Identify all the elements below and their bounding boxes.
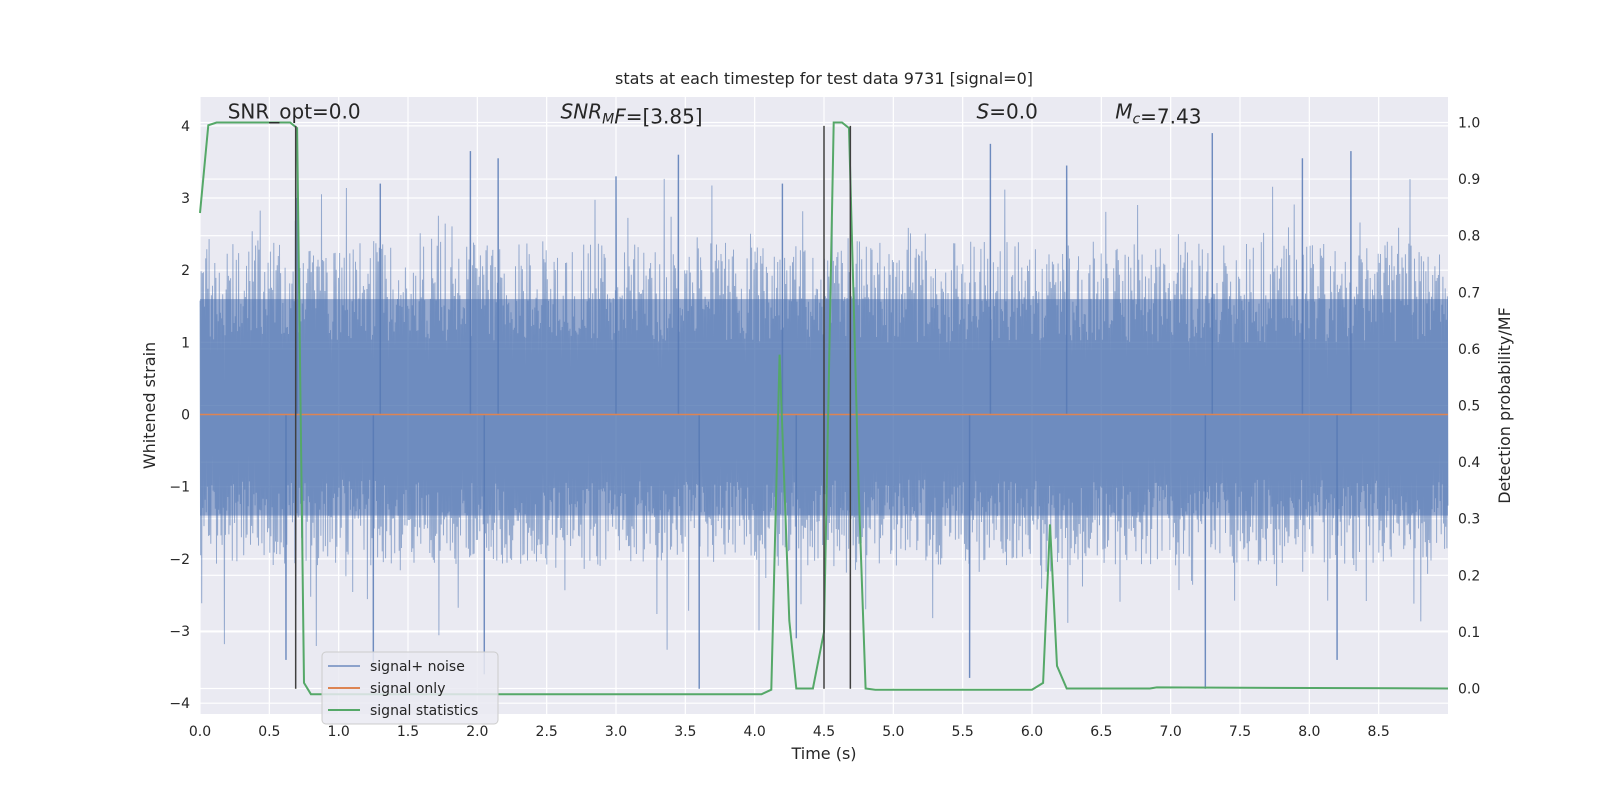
y2-tick-label: 0.3 [1458,512,1480,528]
annotation-part: c [1132,112,1140,128]
annotation-part: S [977,100,990,124]
y-tick-label: −1 [169,480,190,496]
chart-title: stats at each timestep for test data 973… [615,69,1033,88]
y-tick-label: 2 [181,263,190,279]
x-tick-label: 4.5 [813,724,835,740]
y2-tick-label: 0.2 [1458,568,1480,584]
annotation-part: M [602,112,614,128]
annotation: S=0.0 [977,100,1038,124]
y2-tick-label: 0.4 [1458,455,1480,471]
annotation-part: =[3.85] [626,105,703,129]
y-tick-label: 0 [181,408,190,424]
x-tick-label: 7.0 [1160,724,1182,740]
x-tick-label: 5.0 [882,724,904,740]
legend-label-signal-statistics: signal statistics [370,703,478,719]
y-tick-label: −2 [169,552,190,568]
y2-axis-label: Detection probability/MF [1495,307,1514,504]
y-tick-label: 1 [181,335,190,351]
y2-tick-label: 0.6 [1458,342,1480,358]
x-tick-label: 6.0 [1021,724,1043,740]
y2-tick-label: 0.5 [1458,399,1480,415]
x-tick-label: 1.5 [397,724,419,740]
x-tick-label: 1.0 [328,724,350,740]
x-tick-label: 5.5 [952,724,974,740]
annotation: Mc=7.43 [1115,100,1201,129]
y-tick-label: 3 [181,191,190,207]
legend-box [321,651,499,725]
marker-lines [294,125,852,689]
y2-tick-label: 0.0 [1458,682,1480,698]
x-tick-label: 2.5 [536,724,558,740]
x-tick-label: 6.5 [1090,724,1112,740]
x-tick-label: 3.5 [674,724,696,740]
annotation-part: =0.0 [989,100,1038,124]
y2-tick-label: 0.1 [1458,625,1480,641]
y-tick-label: 4 [181,119,190,135]
annotation-part: F [614,105,626,129]
x-tick-label: 7.5 [1229,724,1251,740]
annotation: SNRMF=[3.85] [561,100,703,129]
series-line-signal-noise [199,133,1449,689]
x-tick-label: 8.5 [1368,724,1390,740]
y2-tick-label: 0.8 [1458,229,1480,245]
y2-tick-label: 1.0 [1458,115,1480,131]
legend-label-signal-noise: signal+ noise [370,659,465,675]
y-axis-label: Whitened strain [140,342,159,469]
x-tick-label: 0.0 [189,724,211,740]
y-tick-label: −4 [169,696,190,712]
x-tick-label: 8.0 [1298,724,1320,740]
annotation-part: =7.43 [1140,105,1201,129]
x-tick-label: 0.5 [258,724,280,740]
x-axis-label: Time (s) [790,744,856,763]
x-tick-label: 2.0 [466,724,488,740]
annotation: SNR_opt=0.0 [228,100,361,124]
legend: signal+ noise signal only signal statist… [321,651,499,725]
y2-tick-label: 0.7 [1458,285,1480,301]
y-tick-label: −3 [169,624,190,640]
annotation-part: M [1115,100,1132,124]
annotation-part: SNR_opt=0.0 [228,100,361,124]
x-tick-label: 3.0 [605,724,627,740]
y2-tick-label: 0.9 [1458,172,1480,188]
annotations: SNR_opt=0.0 SNRMF=[3.85] S=0.0 Mc=7.43 [228,100,1202,129]
tick-labels: 0.0 0.5 1.0 1.5 2.0 2.5 3.0 3.5 4.0 4.5 5.0 5.5 6.0 6… [169,115,1480,740]
x-tick-label: 4.0 [744,724,766,740]
annotation-part: SNR [561,100,603,124]
legend-label-signal-only: signal only [370,681,445,697]
